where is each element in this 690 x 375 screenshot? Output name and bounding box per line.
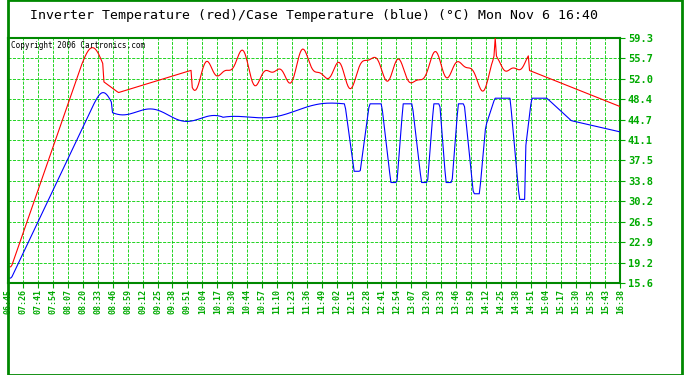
Text: Copyright 2006 Cartronics.com: Copyright 2006 Cartronics.com [11, 41, 146, 50]
Text: Inverter Temperature (red)/Case Temperature (blue) (°C) Mon Nov 6 16:40: Inverter Temperature (red)/Case Temperat… [30, 9, 598, 22]
